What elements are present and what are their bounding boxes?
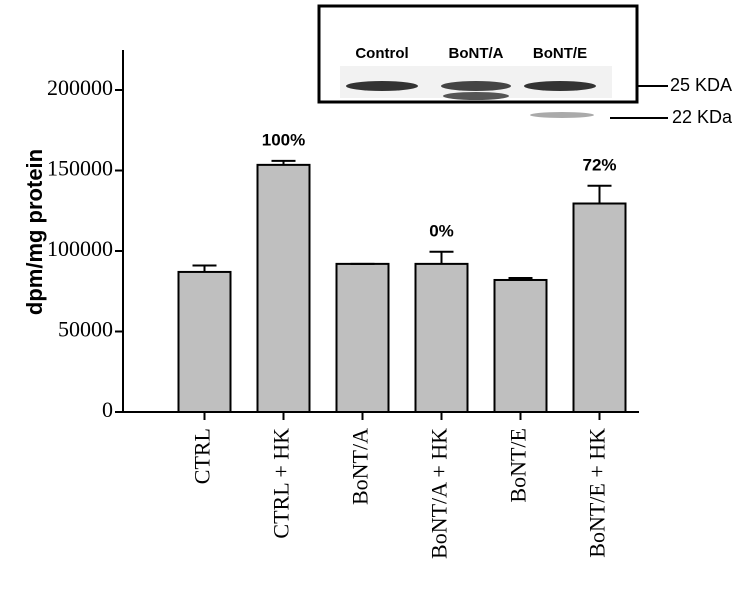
bar [179,272,231,412]
y-tick-label: 50000 [58,317,113,342]
bar [337,264,389,412]
blot-band [524,81,596,91]
annotation: 0% [429,221,454,240]
annotation: 100% [262,130,305,149]
x-tick-label: BoNT/A + HK [427,428,452,559]
y-tick-label: 0 [102,397,113,422]
bar [416,264,468,412]
error-bar [430,252,454,264]
blot-band [443,92,509,100]
x-tick-label: BoNT/E + HK [585,428,610,558]
bar [258,165,310,412]
x-tick-label: BoNT/E [506,428,531,503]
marker-label: 25 KDA [670,75,732,95]
marker-label: 22 KDa [672,107,733,127]
x-tick-label: BoNT/A [348,428,373,505]
lane-label: BoNT/E [533,45,587,62]
x-tick-label: CTRL + HK [269,428,294,539]
error-bar [588,186,612,204]
chart: dpm/mg protein 0 50000 100000 150000 200000 C… [0,0,753,607]
bar [574,204,626,412]
y-axis-label: dpm/mg protein [22,149,47,315]
blot-band [346,81,418,91]
annotation: 72% [582,155,616,174]
blot-band [441,81,511,91]
bar [495,280,547,412]
lane-label: BoNT/A [449,45,504,62]
x-tick-label: CTRL [190,428,215,484]
lane-label: Control [355,45,408,62]
blot-band [530,112,594,118]
y-tick-label: 150000 [47,156,113,181]
y-tick-label: 200000 [47,75,113,100]
y-tick-label: 100000 [47,236,113,261]
